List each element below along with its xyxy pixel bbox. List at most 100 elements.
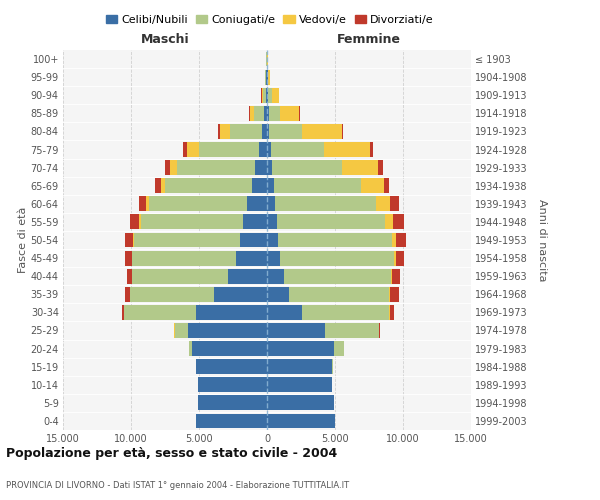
Bar	[393, 214, 404, 230]
Bar	[161, 178, 165, 193]
Bar	[267, 124, 269, 139]
Bar	[254, 106, 264, 121]
Bar	[341, 124, 343, 139]
Bar	[247, 196, 267, 211]
Bar	[259, 142, 267, 157]
Bar	[289, 287, 389, 302]
Bar	[302, 124, 341, 139]
Bar	[177, 160, 255, 175]
Bar	[133, 250, 236, 266]
Bar	[140, 214, 242, 230]
Bar	[164, 160, 170, 175]
Bar	[392, 232, 396, 248]
Bar	[125, 232, 133, 248]
Bar	[383, 178, 389, 193]
Bar	[165, 178, 252, 193]
Bar	[267, 214, 277, 230]
Bar	[280, 106, 299, 121]
Bar	[250, 106, 254, 121]
Bar	[390, 305, 394, 320]
Bar	[266, 88, 267, 102]
Bar	[189, 341, 192, 356]
Bar	[379, 323, 380, 338]
Bar	[267, 414, 335, 428]
Bar	[267, 178, 274, 193]
Bar	[183, 142, 187, 157]
Bar	[396, 232, 406, 248]
Bar	[284, 269, 391, 283]
Bar	[249, 106, 250, 121]
Bar	[267, 160, 272, 175]
Bar	[391, 269, 392, 283]
Bar	[267, 88, 268, 102]
Bar	[196, 359, 267, 374]
Bar	[267, 250, 280, 266]
Bar	[324, 142, 370, 157]
Bar	[236, 250, 267, 266]
Bar	[199, 142, 259, 157]
Text: Maschi: Maschi	[140, 34, 190, 46]
Bar	[242, 214, 267, 230]
Bar	[271, 142, 324, 157]
Bar	[268, 88, 272, 102]
Bar	[325, 323, 379, 338]
Bar	[334, 341, 344, 356]
Bar	[269, 124, 302, 139]
Bar	[267, 341, 334, 356]
Bar	[196, 414, 267, 428]
Bar	[390, 287, 399, 302]
Bar	[389, 287, 390, 302]
Bar	[391, 196, 400, 211]
Bar	[392, 269, 400, 283]
Bar	[395, 250, 404, 266]
Bar	[265, 70, 266, 84]
Y-axis label: Anni di nascita: Anni di nascita	[538, 198, 547, 281]
Bar	[332, 359, 334, 374]
Bar	[196, 305, 267, 320]
Bar	[267, 142, 271, 157]
Bar	[302, 305, 389, 320]
Bar	[263, 88, 266, 102]
Bar	[272, 160, 341, 175]
Bar	[267, 323, 325, 338]
Bar	[267, 269, 284, 283]
Bar	[275, 196, 376, 211]
Bar	[133, 232, 134, 248]
Bar	[277, 214, 385, 230]
Bar	[280, 250, 394, 266]
Bar	[370, 142, 373, 157]
Bar	[267, 396, 334, 410]
Legend: Celibi/Nubili, Coniugati/e, Vedovi/e, Divorziati/e: Celibi/Nubili, Coniugati/e, Vedovi/e, Di…	[102, 10, 438, 29]
Bar	[139, 196, 146, 211]
Bar	[267, 196, 275, 211]
Bar	[187, 142, 199, 157]
Bar	[267, 359, 332, 374]
Bar	[299, 106, 300, 121]
Bar	[125, 250, 132, 266]
Bar	[197, 378, 267, 392]
Bar	[133, 269, 227, 283]
Bar	[267, 287, 289, 302]
Y-axis label: Fasce di età: Fasce di età	[17, 207, 28, 273]
Bar	[130, 214, 139, 230]
Bar	[139, 214, 140, 230]
Bar	[197, 396, 267, 410]
Bar	[230, 124, 262, 139]
Bar	[394, 250, 395, 266]
Bar	[267, 378, 332, 392]
Bar	[269, 106, 280, 121]
Bar	[361, 178, 383, 193]
Bar	[266, 70, 267, 84]
Bar	[218, 124, 220, 139]
Text: Popolazione per età, sesso e stato civile - 2004: Popolazione per età, sesso e stato civil…	[6, 448, 337, 460]
Bar	[255, 160, 267, 175]
Bar	[170, 160, 177, 175]
Text: Femmine: Femmine	[337, 34, 401, 46]
Bar	[252, 178, 267, 193]
Bar	[174, 323, 175, 338]
Bar	[149, 196, 247, 211]
Bar	[240, 232, 267, 248]
Bar	[155, 178, 161, 193]
Bar	[192, 341, 267, 356]
Bar	[134, 232, 240, 248]
